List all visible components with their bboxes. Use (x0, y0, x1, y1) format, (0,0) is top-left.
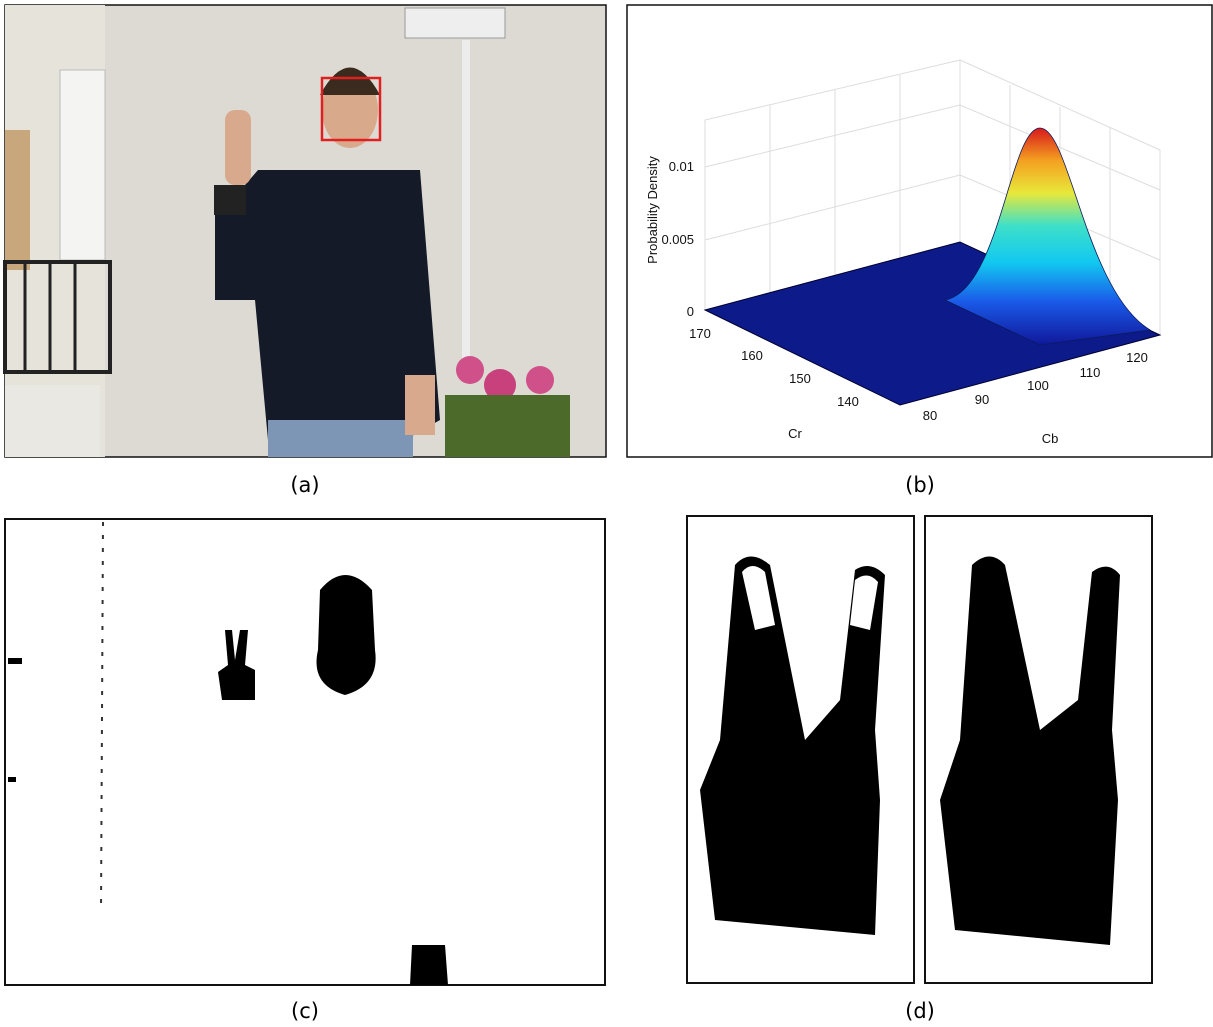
photo-panel (5, 5, 606, 457)
mask-panel (5, 519, 605, 985)
cb-tick-label: 100 (1027, 378, 1049, 393)
cb-tick-label: 90 (975, 392, 989, 407)
caption: (a) (290, 473, 319, 497)
cr-axis-label: Cr (788, 426, 802, 441)
z-axis-label: Probability Density (645, 156, 660, 264)
figure: (a) Probability Density 0 0.005 0.01 170… (0, 0, 1213, 1027)
cb-tick-label: 110 (1080, 365, 1101, 380)
cr-tick-label: 160 (741, 348, 763, 363)
cb-tick-label: 80 (923, 408, 937, 423)
cb-tick-label: 120 (1126, 350, 1148, 365)
caption: (c) (291, 999, 319, 1023)
caption: (b) (905, 473, 935, 497)
z-tick-label: 0.01 (669, 159, 694, 174)
z-tick-label: 0 (687, 304, 694, 319)
caption: (d) (905, 999, 935, 1023)
cb-axis-label: Cb (1042, 431, 1059, 446)
page: (a) Probability Density 0 0.005 0.01 170… (0, 0, 1213, 1027)
z-tick-label: 0.005 (661, 232, 694, 247)
cr-tick-label: 170 (689, 326, 711, 341)
cr-tick-label: 140 (837, 394, 859, 409)
hand-mask-panel (687, 516, 1152, 983)
cr-tick-label: 150 (789, 371, 811, 386)
density-plot-panel: Probability Density 0 0.005 0.01 170 160… (627, 5, 1212, 457)
